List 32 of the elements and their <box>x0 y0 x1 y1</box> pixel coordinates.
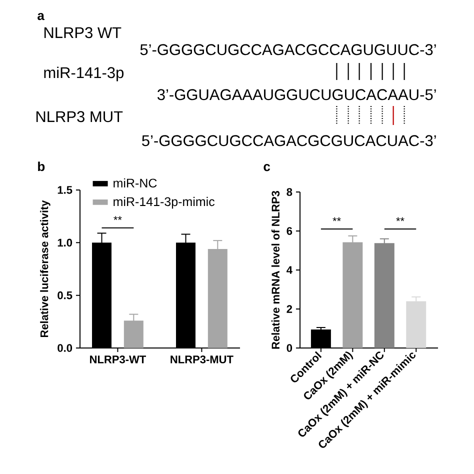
annotation: ** <box>396 217 404 222</box>
chart-title: c <box>264 164 270 172</box>
y-tick-label: 2 <box>286 305 292 313</box>
bar <box>342 242 363 348</box>
annotation: ** <box>114 216 122 220</box>
bar <box>406 301 426 348</box>
text: 3’-GGUAGAAAUGGUCUGUCACAAU-5’ <box>158 89 436 100</box>
chart-title: b <box>38 162 45 172</box>
y-tick-label: 8 <box>286 188 292 196</box>
text: NLRP3 MUT <box>36 111 123 122</box>
y-tick-label: 6 <box>286 227 292 235</box>
y-tick-label: 0 <box>286 344 292 352</box>
text: a <box>38 12 45 20</box>
x-tick-label: NLRP3-MUT <box>170 356 234 364</box>
y-tick-label: 0.5 <box>58 291 72 300</box>
text: 5’-GGGGCUGCCAGACGCCAGUGUUC-3’ <box>140 44 436 56</box>
x-tick-label: NLRP3-WT <box>90 356 146 364</box>
y-tick-label: 0.0 <box>58 344 72 352</box>
legend-label: miR-NC <box>114 178 157 188</box>
legend-label: miR-141-3p-mimic <box>114 196 215 209</box>
bar <box>374 243 394 348</box>
y-axis-title: Relative luciferase activity <box>40 200 50 338</box>
annotation: ** <box>332 217 341 222</box>
y-tick-label: 4 <box>286 266 292 274</box>
y-tick-label: 1.0 <box>58 238 72 247</box>
y-tick-label: 1.5 <box>58 186 72 194</box>
y-axis-title: Relative mRNA level of NLRP3 <box>271 190 280 349</box>
bar <box>124 320 144 348</box>
bar <box>208 248 228 348</box>
text: NLRP3 WT <box>44 27 122 38</box>
text: miR-141-3p <box>44 66 124 82</box>
text: 5’-GGGGCUGCCAGACGCGUCACUAC-3’ <box>142 135 436 146</box>
